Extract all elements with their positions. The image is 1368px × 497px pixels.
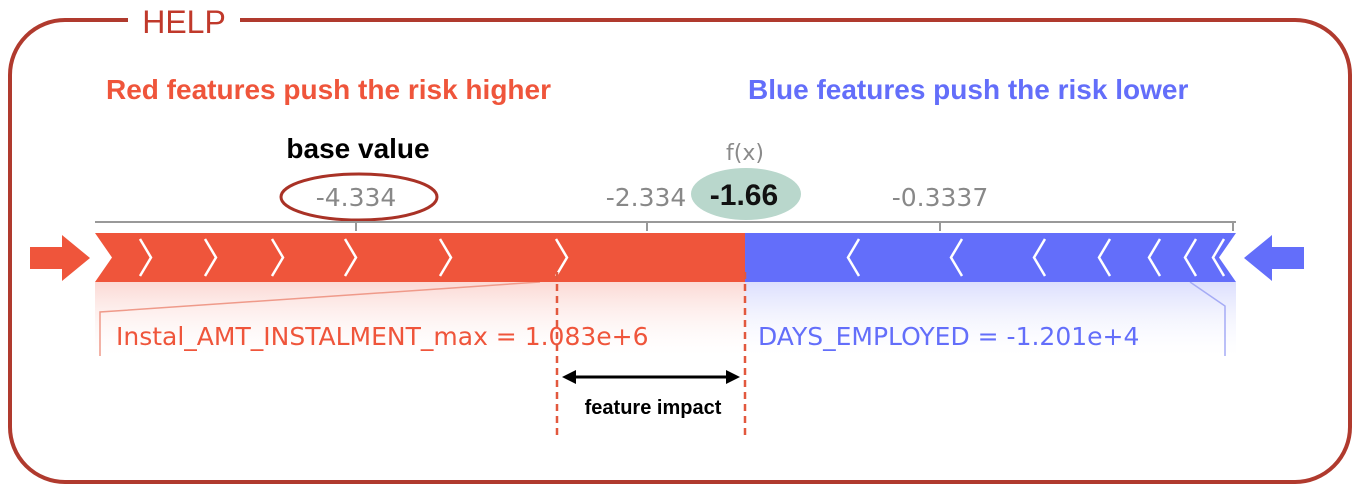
blue-feature-label: DAYS_EMPLOYED = -1.201e+4 <box>758 322 1139 351</box>
axis-tick-label-1: -2.334 <box>606 183 687 212</box>
red-chevron <box>343 238 358 277</box>
impact-arrow-left-icon <box>562 370 576 384</box>
blue-chevron <box>1183 238 1198 277</box>
red-chevron <box>138 238 153 277</box>
red-force-bar <box>95 233 745 282</box>
impact-arrow-right-icon <box>726 370 740 384</box>
help-title-backdrop <box>128 2 240 38</box>
help-title: HELP <box>142 4 226 40</box>
blue-feature-connector <box>1189 281 1226 356</box>
blue-force-bar <box>745 233 1236 282</box>
axis-tick-label-0: -4.334 <box>316 183 397 212</box>
red-caption: Red features push the risk higher <box>106 74 551 105</box>
axis-tick-label-2: -0.3337 <box>892 183 989 212</box>
red-chevron <box>554 238 569 277</box>
base-value-label: base value <box>286 133 429 164</box>
blue-chevron <box>1097 238 1112 277</box>
blue-direction-arrow-icon <box>1244 235 1304 281</box>
red-direction-arrow-icon <box>30 235 90 281</box>
blue-chevron <box>846 238 861 277</box>
red-feature-label: Instal_AMT_INSTALMENT_max = 1.083e+6 <box>116 322 649 351</box>
blue-feature-panel <box>745 282 1236 356</box>
red-feature-panel <box>95 282 745 356</box>
blue-chevron <box>1032 238 1047 277</box>
feature-impact-label: feature impact <box>585 397 722 419</box>
red-chevron <box>270 238 285 277</box>
blue-caption: Blue features push the risk lower <box>748 74 1188 105</box>
red-chevron <box>203 238 218 277</box>
blue-chevron <box>949 238 964 277</box>
fx-highlight <box>691 168 801 220</box>
help-frame <box>8 18 1352 484</box>
blue-chevron <box>1147 238 1162 277</box>
red-chevron <box>438 238 453 277</box>
base-value-circle <box>279 172 439 222</box>
red-feature-connector <box>99 281 541 356</box>
blue-chevron <box>1211 238 1226 277</box>
fx-label: f(x) <box>726 141 764 166</box>
fx-value: -1.66 <box>710 179 778 212</box>
